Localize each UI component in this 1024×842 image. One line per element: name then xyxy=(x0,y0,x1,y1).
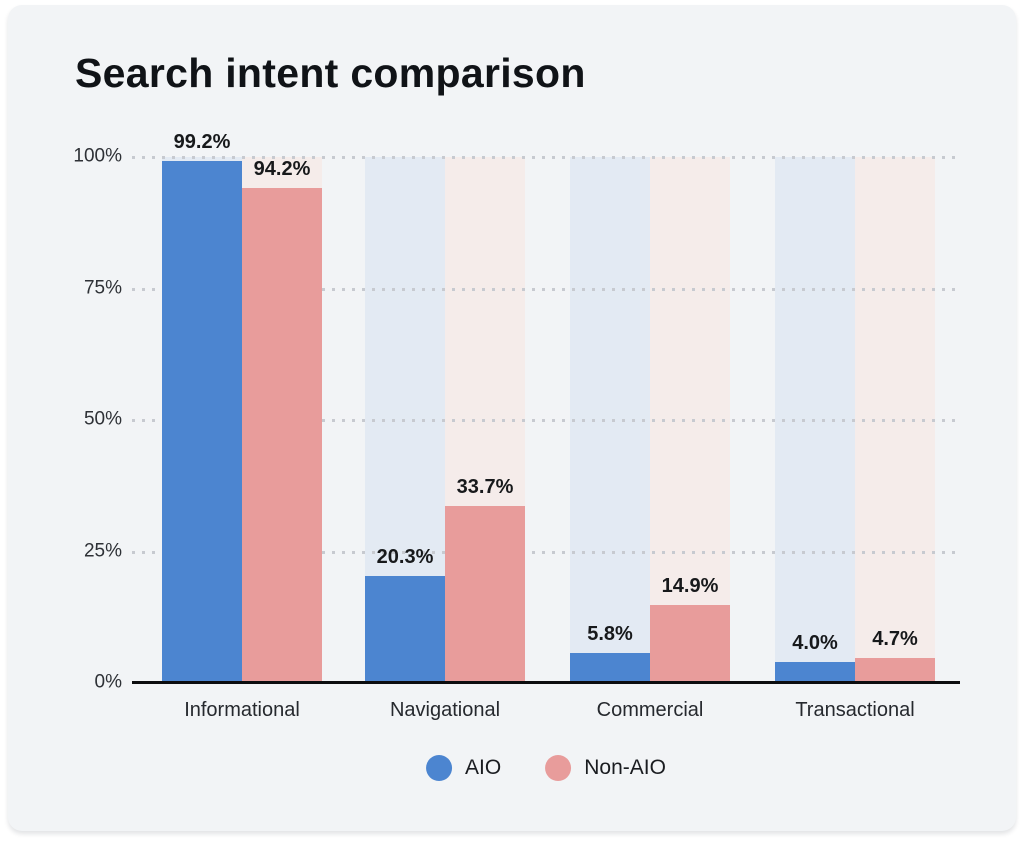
legend-label: AIO xyxy=(465,756,502,779)
value-label-non-aio: 94.2% xyxy=(253,157,311,180)
gridline-100 xyxy=(132,156,960,159)
gridline-75 xyxy=(132,287,960,291)
y-axis-tick-label: 100% xyxy=(73,145,122,167)
value-label-non-aio: 4.7% xyxy=(872,628,918,651)
y-axis-tick-label: 75% xyxy=(83,277,122,299)
bar-non-aio xyxy=(855,658,935,683)
bar-non-aio xyxy=(445,505,525,683)
value-label-aio: 20.3% xyxy=(376,546,434,569)
category-label-informational: Informational xyxy=(184,699,300,721)
category-label-navigational: Navigational xyxy=(389,699,501,721)
y-axis-tick-label: 0% xyxy=(94,671,122,693)
y-axis-tick-label: 25% xyxy=(83,540,122,562)
bar-aio xyxy=(365,576,445,683)
value-label-non-aio: 33.7% xyxy=(456,475,514,498)
bar-non-aio xyxy=(242,187,322,683)
chart-title: Search intent comparison xyxy=(75,50,586,96)
legend-label: Non-AIO xyxy=(584,756,666,779)
legend-swatch-icon xyxy=(545,755,572,781)
plot-area: AIO Non-AIO 0% 25% 50% 75% 100% 99.2% 94.2% Info… xyxy=(73,131,960,781)
bar-aio xyxy=(775,661,855,683)
y-axis-tick-label: 50% xyxy=(83,408,122,430)
category-label-commercial: Commercial xyxy=(596,699,704,721)
legend-swatch-icon xyxy=(426,755,453,781)
gridline-25 xyxy=(132,550,960,554)
chart-card: Search intent comparison AIO Non-AIO 0% 25… xyxy=(8,5,1016,831)
category-label-transactional: Transactional xyxy=(795,699,915,721)
value-label-aio: 99.2% xyxy=(173,131,231,154)
bar-group-informational: 99.2% 94.2% xyxy=(162,131,322,683)
legend: AIO Non-AIO xyxy=(426,755,666,781)
x-axis-line xyxy=(132,681,960,684)
value-label-non-aio: 14.9% xyxy=(661,574,719,597)
bar-non-aio xyxy=(650,604,730,683)
bar-aio xyxy=(162,161,242,683)
value-label-aio: 4.0% xyxy=(792,631,838,654)
legend-item-non-aio: Non-AIO xyxy=(545,755,666,781)
legend-item-aio: AIO xyxy=(426,755,501,781)
bar-aio xyxy=(570,652,650,683)
value-label-aio: 5.8% xyxy=(587,622,633,645)
gridline-50 xyxy=(132,419,960,422)
